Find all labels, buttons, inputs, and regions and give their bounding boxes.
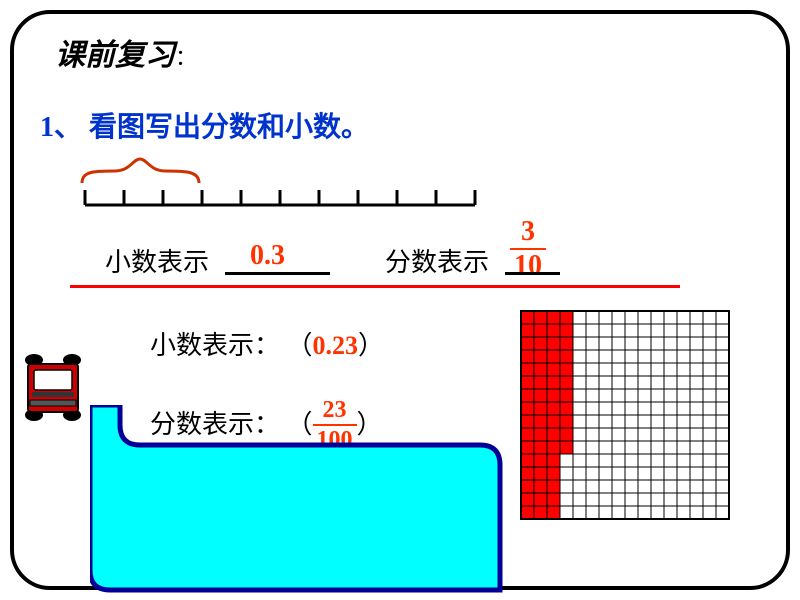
title-colon: ： bbox=[175, 45, 197, 70]
subtitle: 1、 看图写出分数和小数。 bbox=[40, 105, 369, 145]
decimal-answer: 0.3 bbox=[250, 240, 285, 272]
brace-icon bbox=[75, 153, 225, 188]
fraction-label: 分数表示 bbox=[385, 242, 489, 279]
hundred-grid bbox=[520, 310, 732, 522]
paren-open: （ bbox=[287, 331, 313, 360]
fraction-denominator: 10 bbox=[510, 250, 546, 280]
fraction-answer: 3 10 bbox=[510, 218, 546, 280]
truck-icon bbox=[20, 340, 100, 440]
number-line bbox=[80, 185, 500, 215]
page-title: 课前复习： bbox=[55, 30, 197, 74]
row2-decimal: 小数表示： （0.23） bbox=[150, 325, 384, 362]
road-shape bbox=[90, 405, 530, 595]
paren-close: ） bbox=[358, 331, 384, 360]
title-text: 课前复习 bbox=[55, 39, 175, 72]
red-divider bbox=[70, 285, 680, 288]
blank-line-1 bbox=[225, 272, 330, 275]
decimal-label: 小数表示 bbox=[105, 242, 209, 279]
fraction-numerator: 3 bbox=[510, 218, 546, 250]
decimal-answer-2: 0.23 bbox=[313, 331, 359, 360]
blank-line-2 bbox=[505, 272, 560, 275]
decimal-label-2: 小数表示： bbox=[150, 331, 280, 360]
